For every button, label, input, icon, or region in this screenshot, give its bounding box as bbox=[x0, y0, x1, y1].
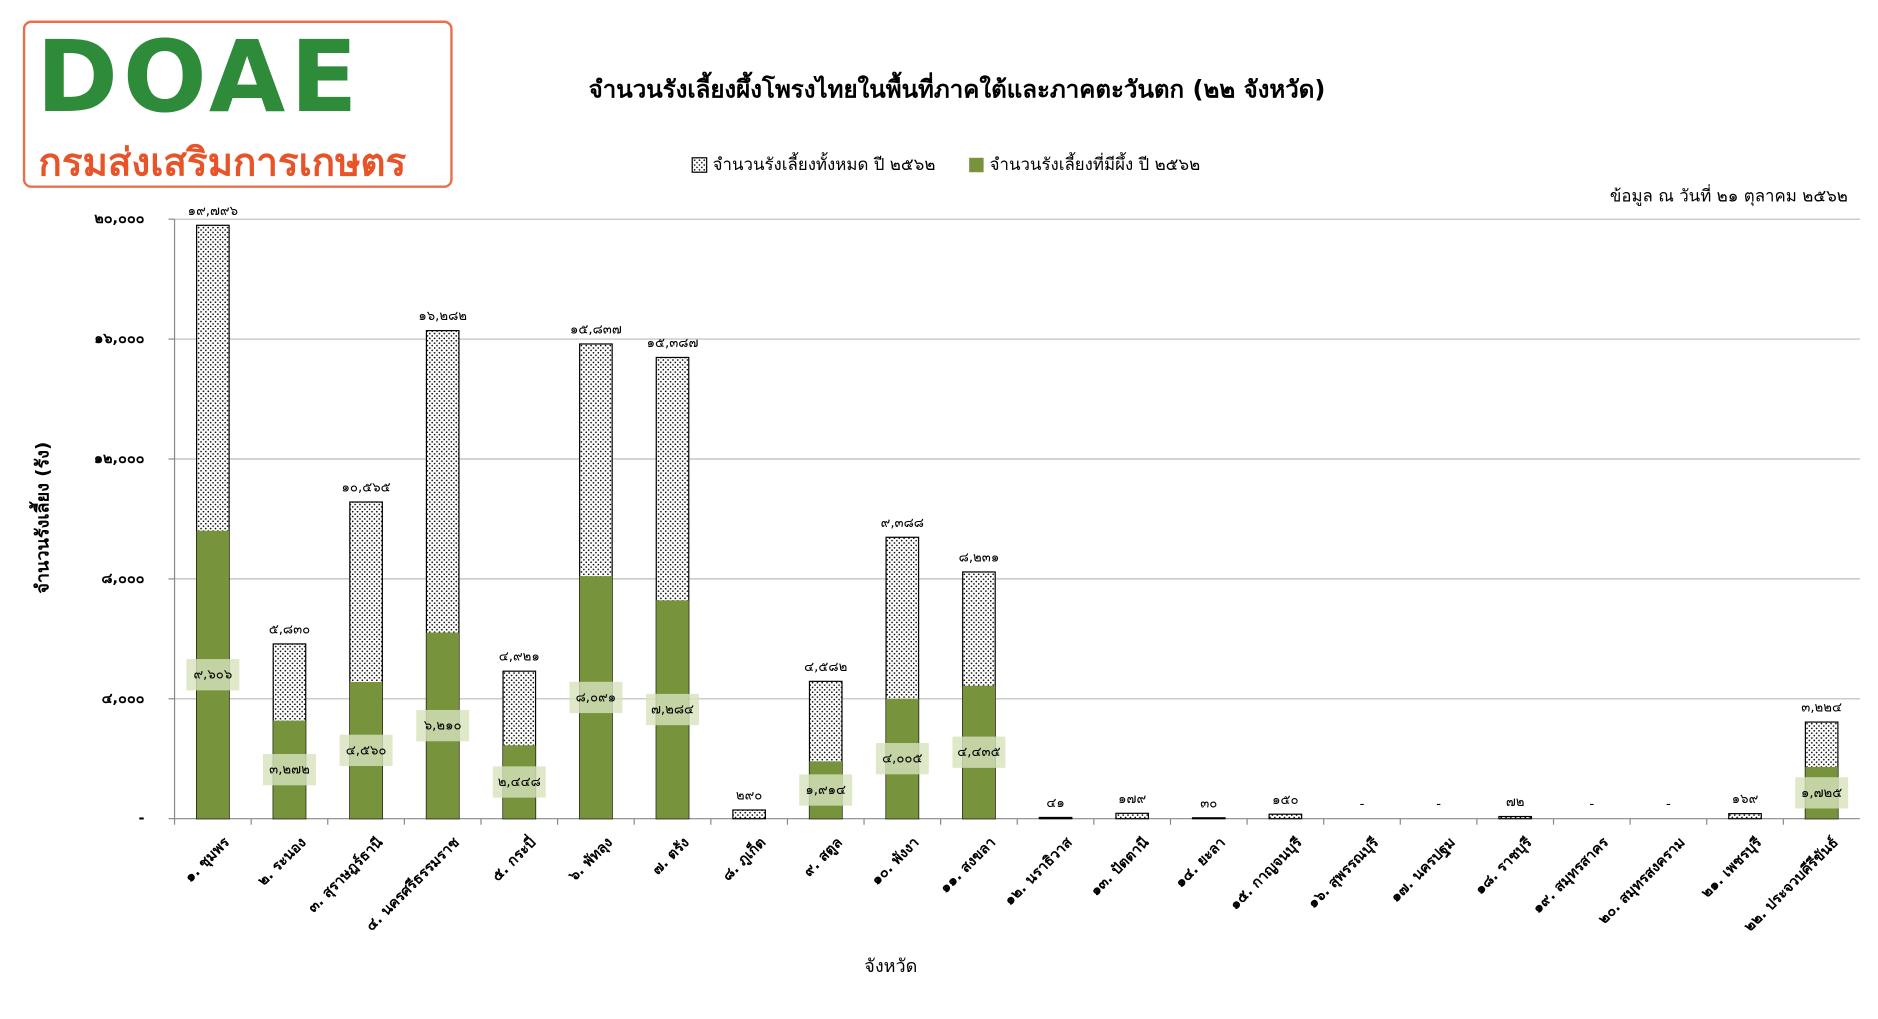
x-tick-label: ๑๘. ราชบุรี bbox=[1471, 834, 1535, 898]
data-label: - bbox=[1360, 797, 1365, 812]
data-label: ๙,๖๐๖ bbox=[193, 668, 232, 683]
data-label: ๖,๒๑๐ bbox=[424, 719, 462, 734]
x-tick-label: ๙. สตูล bbox=[800, 835, 845, 880]
bar bbox=[1728, 813, 1762, 820]
data-label: ๘,๐๙๑ bbox=[576, 690, 617, 705]
x-tick-label: ๑๐. พังงา bbox=[869, 835, 923, 889]
data-label: ๑๖,๒๘๒ bbox=[418, 309, 467, 324]
data-label: ๑,๙๑๔ bbox=[805, 783, 846, 798]
logo-subtitle: กรมส่งเสริมการเกษตร bbox=[39, 141, 407, 186]
data-label: ๑๙,๗๙๖ bbox=[188, 204, 238, 219]
bar bbox=[1038, 816, 1073, 820]
data-label-box bbox=[492, 766, 546, 798]
x-tick-label: ๘. ภูเก็ต bbox=[717, 833, 769, 885]
logo-frame bbox=[22, 20, 453, 188]
x-tick-label: ๑๖. สุพรรณบุรี bbox=[1304, 834, 1382, 912]
data-label: ๔,๙๒๑ bbox=[499, 650, 540, 665]
data-label-box bbox=[569, 681, 623, 714]
chart-title: จำนวนรังเลี้ยงผึ้งโพรงไทยในพื้นที่ภาคใต้… bbox=[589, 70, 1326, 103]
data-label: ๒๙๐ bbox=[736, 789, 762, 804]
x-tick-label: ๒๐. สมุทรสงคราม bbox=[1596, 835, 1689, 928]
y-tick-label: ๑๖,๐๐๐ bbox=[94, 331, 144, 347]
data-label: ๔,๕๖๐ bbox=[346, 743, 387, 758]
data-label: ๑๕,๘๓๗ bbox=[570, 323, 622, 338]
x-tick-label: ๒๑. เพชรบุรี bbox=[1698, 834, 1765, 901]
data-label: ๑,๗๒๕ bbox=[1801, 786, 1842, 801]
y-tick-label: ๘,๐๐๐ bbox=[101, 571, 144, 587]
data-label: ๓,๒๗๒ bbox=[269, 763, 310, 778]
y-tick-label: ๑๒,๐๐๐ bbox=[94, 451, 145, 467]
data-label: ๓,๒๒๔ bbox=[1801, 701, 1842, 716]
x-tick-label: ๑๒. นราธิวาส bbox=[1001, 834, 1076, 909]
bar bbox=[1268, 813, 1303, 820]
bar bbox=[1191, 817, 1226, 820]
y-tick-label: - bbox=[138, 811, 144, 827]
logo-title: DOAE bbox=[36, 20, 362, 135]
bar bbox=[1498, 815, 1533, 820]
x-tick-label: ๖. พัทลุง bbox=[565, 835, 616, 886]
y-axis-title: จำนวนรังเลี้ยง (รัง) bbox=[28, 442, 53, 594]
data-label-box bbox=[875, 743, 929, 775]
data-label: ๘,๒๓๑ bbox=[959, 551, 1000, 566]
data-label: ๑๗๙ bbox=[1118, 792, 1146, 807]
x-tick-label: ๑๓. ปัตตานี bbox=[1087, 834, 1152, 899]
logo: DOAE กรมส่งเสริมการเกษตร bbox=[22, 20, 453, 188]
bar bbox=[1115, 812, 1150, 820]
data-label: ๔,๕๘๒ bbox=[804, 660, 847, 675]
data-label-box bbox=[262, 754, 316, 786]
data-label: - bbox=[1436, 797, 1441, 812]
data-label: ๑๐,๕๖๕ bbox=[342, 481, 391, 496]
data-label: ๕,๘๓๐ bbox=[269, 622, 311, 637]
data-label: ๑๕,๓๘๗ bbox=[647, 336, 699, 351]
x-axis-title: จังหวัด bbox=[864, 956, 917, 977]
x-tick-label: ๑๕. กาญจนบุรี bbox=[1226, 834, 1305, 913]
y-tick-label: ๒๐,๐๐๐ bbox=[94, 211, 144, 227]
data-label: - bbox=[1589, 797, 1594, 812]
x-tick-label: ๑๑. สงขลา bbox=[937, 835, 999, 897]
data-label-box bbox=[646, 693, 699, 726]
data-label: ๔,๐๐๕ bbox=[882, 752, 922, 767]
y-tick-label: ๔,๐๐๐ bbox=[102, 691, 145, 707]
data-label-box bbox=[186, 659, 240, 691]
x-tick-label: ๒. ระนอง bbox=[255, 835, 310, 890]
x-tick-label: ๑. ชุมพร bbox=[182, 835, 233, 886]
x-tick-label: ๑๙. สมุทรสาคร bbox=[1530, 835, 1612, 917]
data-label-box bbox=[339, 734, 393, 766]
x-tick-label: ๑๔. ยะลา bbox=[1172, 835, 1228, 891]
bar bbox=[732, 809, 766, 820]
data-label: ๑๕๐ bbox=[1272, 793, 1299, 808]
annotation: ข้อมูล ณ วันที่ ๒๑ ตุลาคม ๒๕๖๒ bbox=[1610, 183, 1848, 206]
x-tick-label: ๕. กระบี่ bbox=[486, 832, 539, 885]
data-label-box bbox=[416, 709, 470, 742]
legend-label: จำนวนรังเลี้ยงทั้งหมด ปี ๒๕๖๒ bbox=[713, 152, 936, 174]
data-label-box bbox=[1795, 777, 1849, 809]
legend-swatch bbox=[969, 157, 984, 173]
legend-label: จำนวนรังเลี้ยงที่มีผึ้ง ปี ๒๕๖๒ bbox=[990, 152, 1201, 174]
data-label: ๙,๓๘๘ bbox=[881, 516, 924, 531]
data-label: ๒,๔๔๘ bbox=[498, 775, 541, 790]
data-label-box bbox=[952, 736, 1006, 768]
data-label: - bbox=[1666, 797, 1671, 812]
data-label-box bbox=[799, 774, 853, 806]
data-label: ๓๐ bbox=[1200, 796, 1217, 811]
data-label: ๔๑ bbox=[1046, 796, 1064, 811]
x-tick-label: ๓. สุราษฎร์ธานี bbox=[304, 833, 387, 916]
legend-swatch bbox=[691, 157, 708, 173]
x-tick-label: ๑๗. นครปฐม bbox=[1388, 835, 1460, 907]
data-label: ๑๖๙ bbox=[1732, 792, 1759, 807]
x-tick-label: ๗. ตรัง bbox=[649, 835, 693, 879]
data-label: ๗,๒๘๔ bbox=[651, 703, 694, 718]
data-label: ๔,๔๓๕ bbox=[957, 745, 1000, 760]
data-label: ๗๒ bbox=[1506, 795, 1525, 810]
